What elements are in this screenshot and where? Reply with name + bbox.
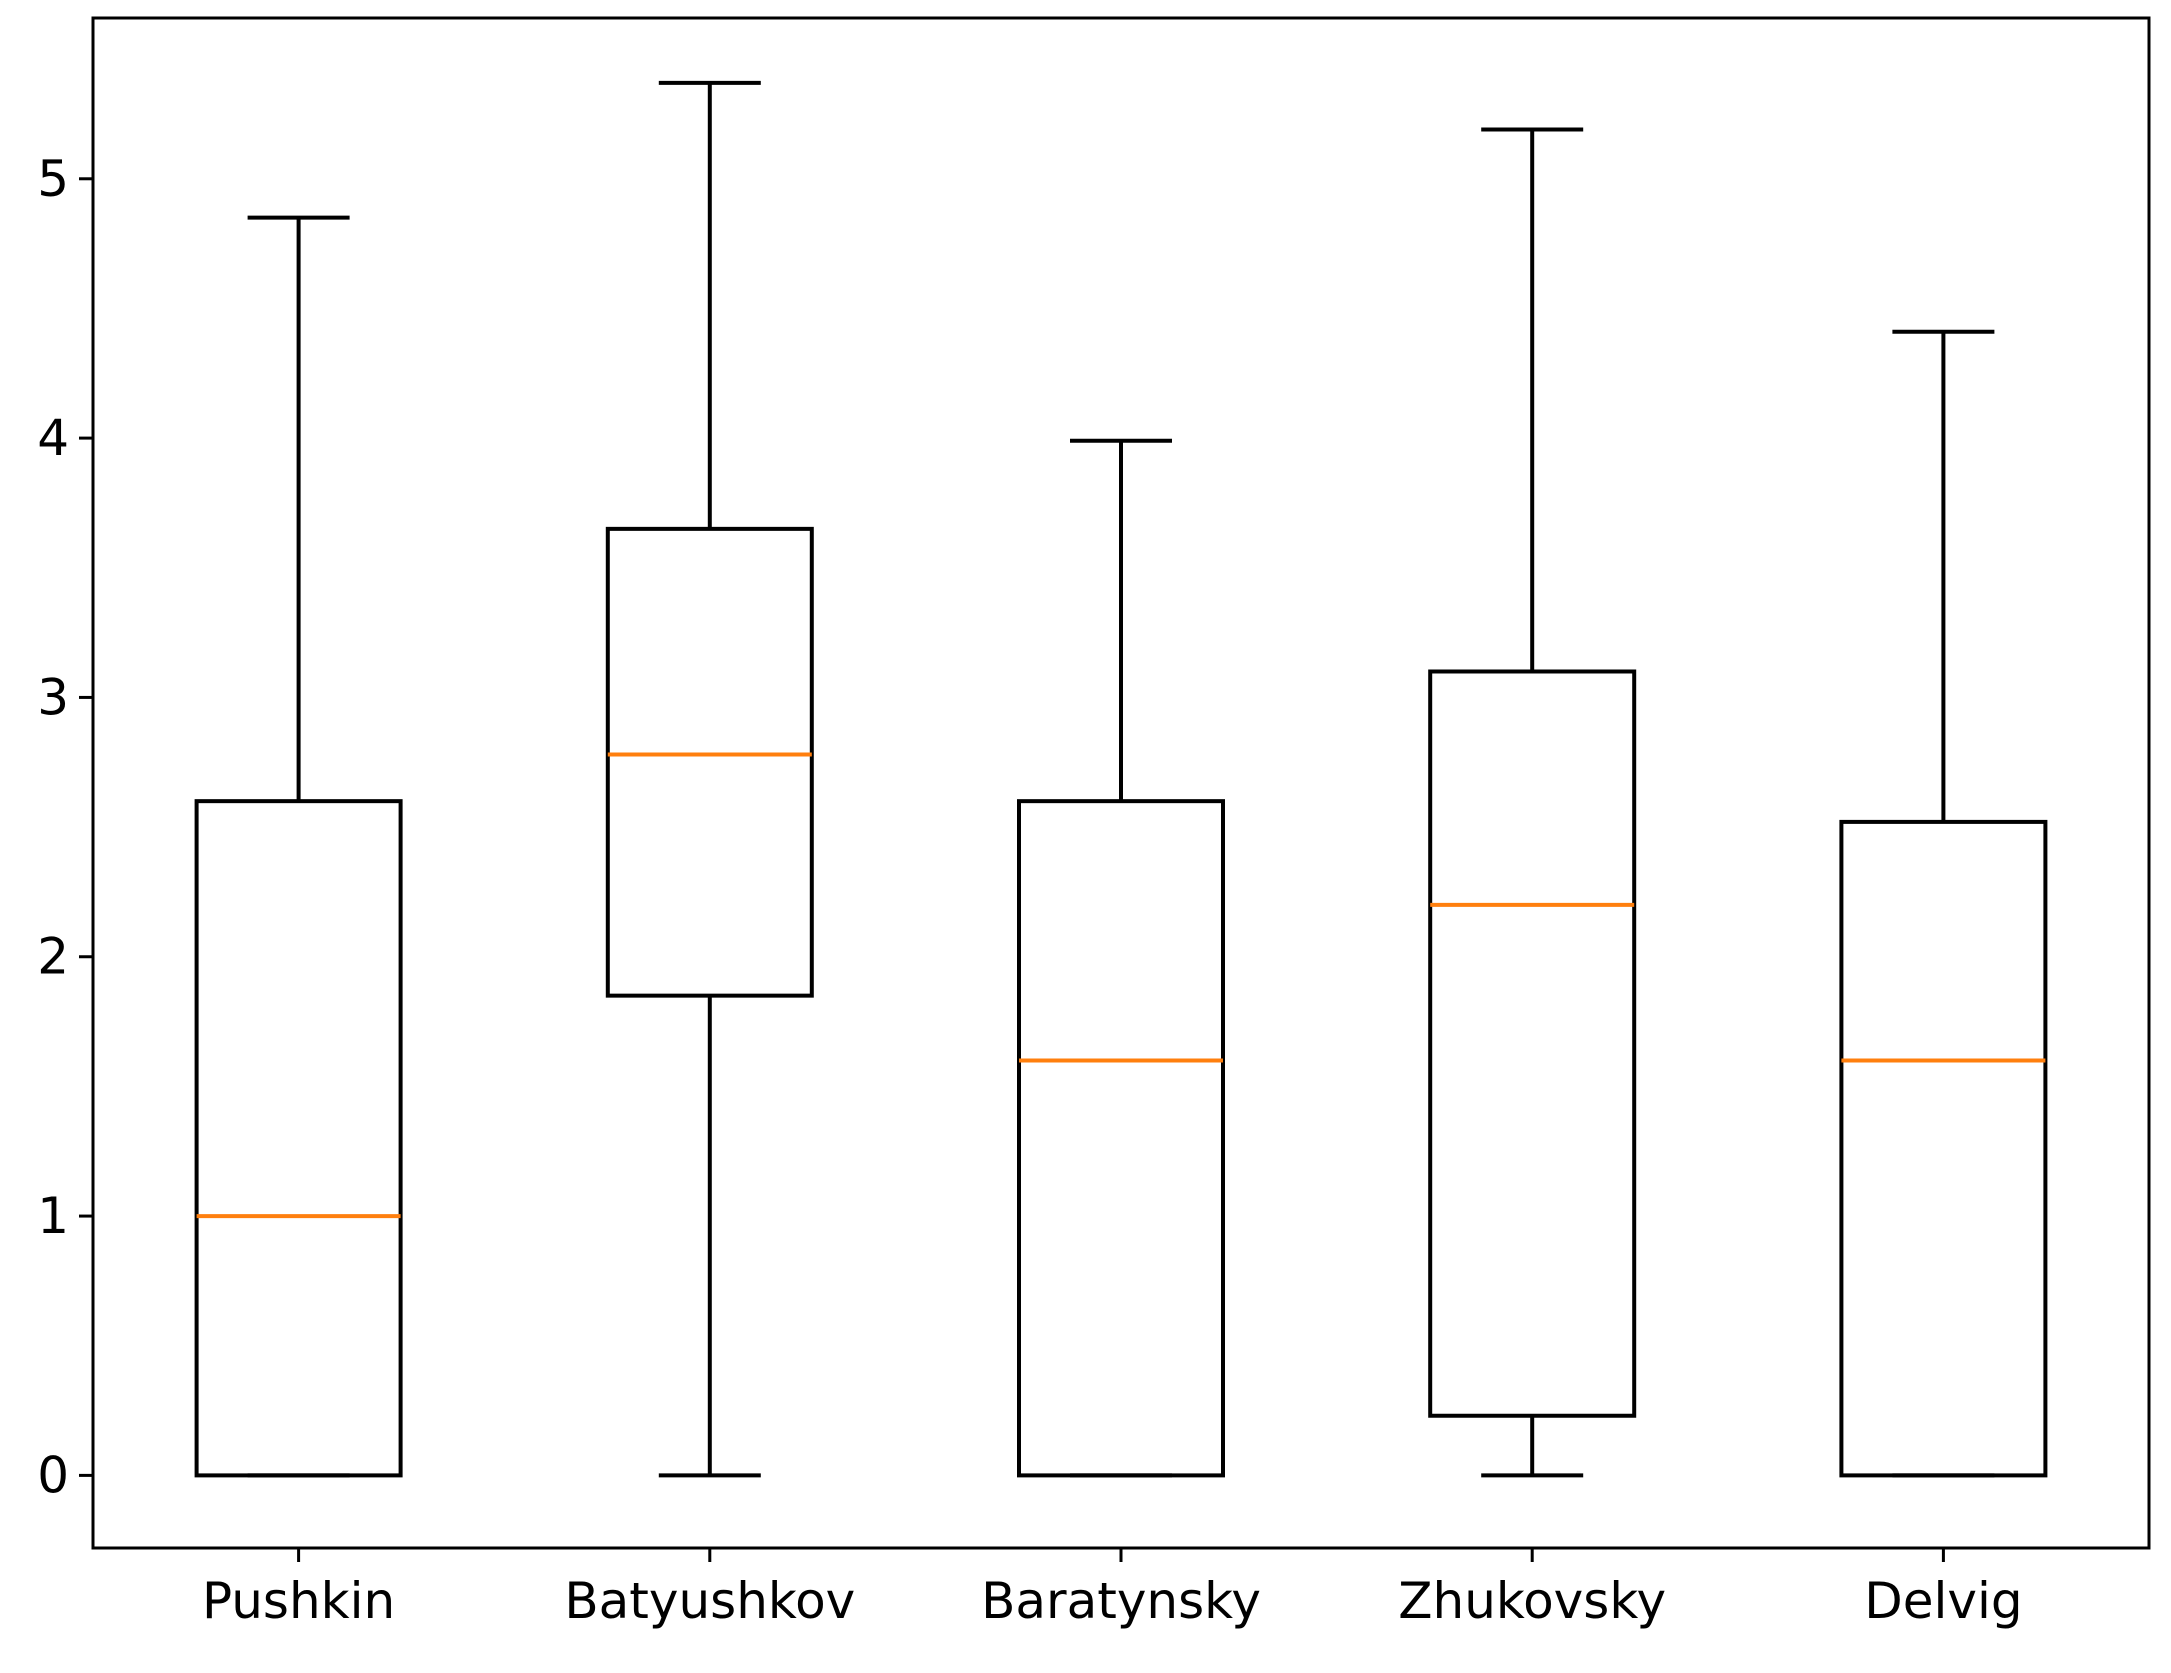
- iqr-box: [1428, 669, 1637, 1418]
- y-tick-label: 0: [37, 1446, 69, 1504]
- y-axis: 0 1 2 3 4 5: [37, 150, 93, 1504]
- y-tick-label: 4: [37, 409, 69, 467]
- iqr-box: [1017, 799, 1225, 1478]
- iqr-box: [194, 799, 403, 1478]
- boxes-layer: [194, 80, 2048, 1478]
- y-tick-label: 2: [37, 928, 69, 986]
- x-axis: Pushkin Batyushkov Baratynsky Zhukovsky Delv…: [202, 1548, 2023, 1630]
- y-tick-label: 1: [37, 1187, 69, 1245]
- y-tick-label: 5: [37, 150, 69, 208]
- box-group-pushkin: [194, 215, 403, 1478]
- y-tick-label: 3: [37, 668, 69, 726]
- x-tick-label: Baratynsky: [981, 1572, 1261, 1630]
- box-group-delvig: [1839, 329, 2048, 1478]
- x-tick-label: Pushkin: [202, 1572, 395, 1630]
- x-tick-label: Batyushkov: [564, 1572, 855, 1630]
- x-tick-label: Delvig: [1864, 1572, 2022, 1630]
- plot-area-frame: [91, 16, 2151, 1550]
- box-group-batyushkov: [605, 80, 814, 1478]
- box-group-zhukovsky: [1428, 127, 1637, 1478]
- iqr-box: [1839, 819, 2048, 1478]
- iqr-box: [605, 526, 814, 998]
- x-tick-label: Zhukovsky: [1398, 1572, 1666, 1630]
- box-group-baratynsky: [1017, 438, 1225, 1478]
